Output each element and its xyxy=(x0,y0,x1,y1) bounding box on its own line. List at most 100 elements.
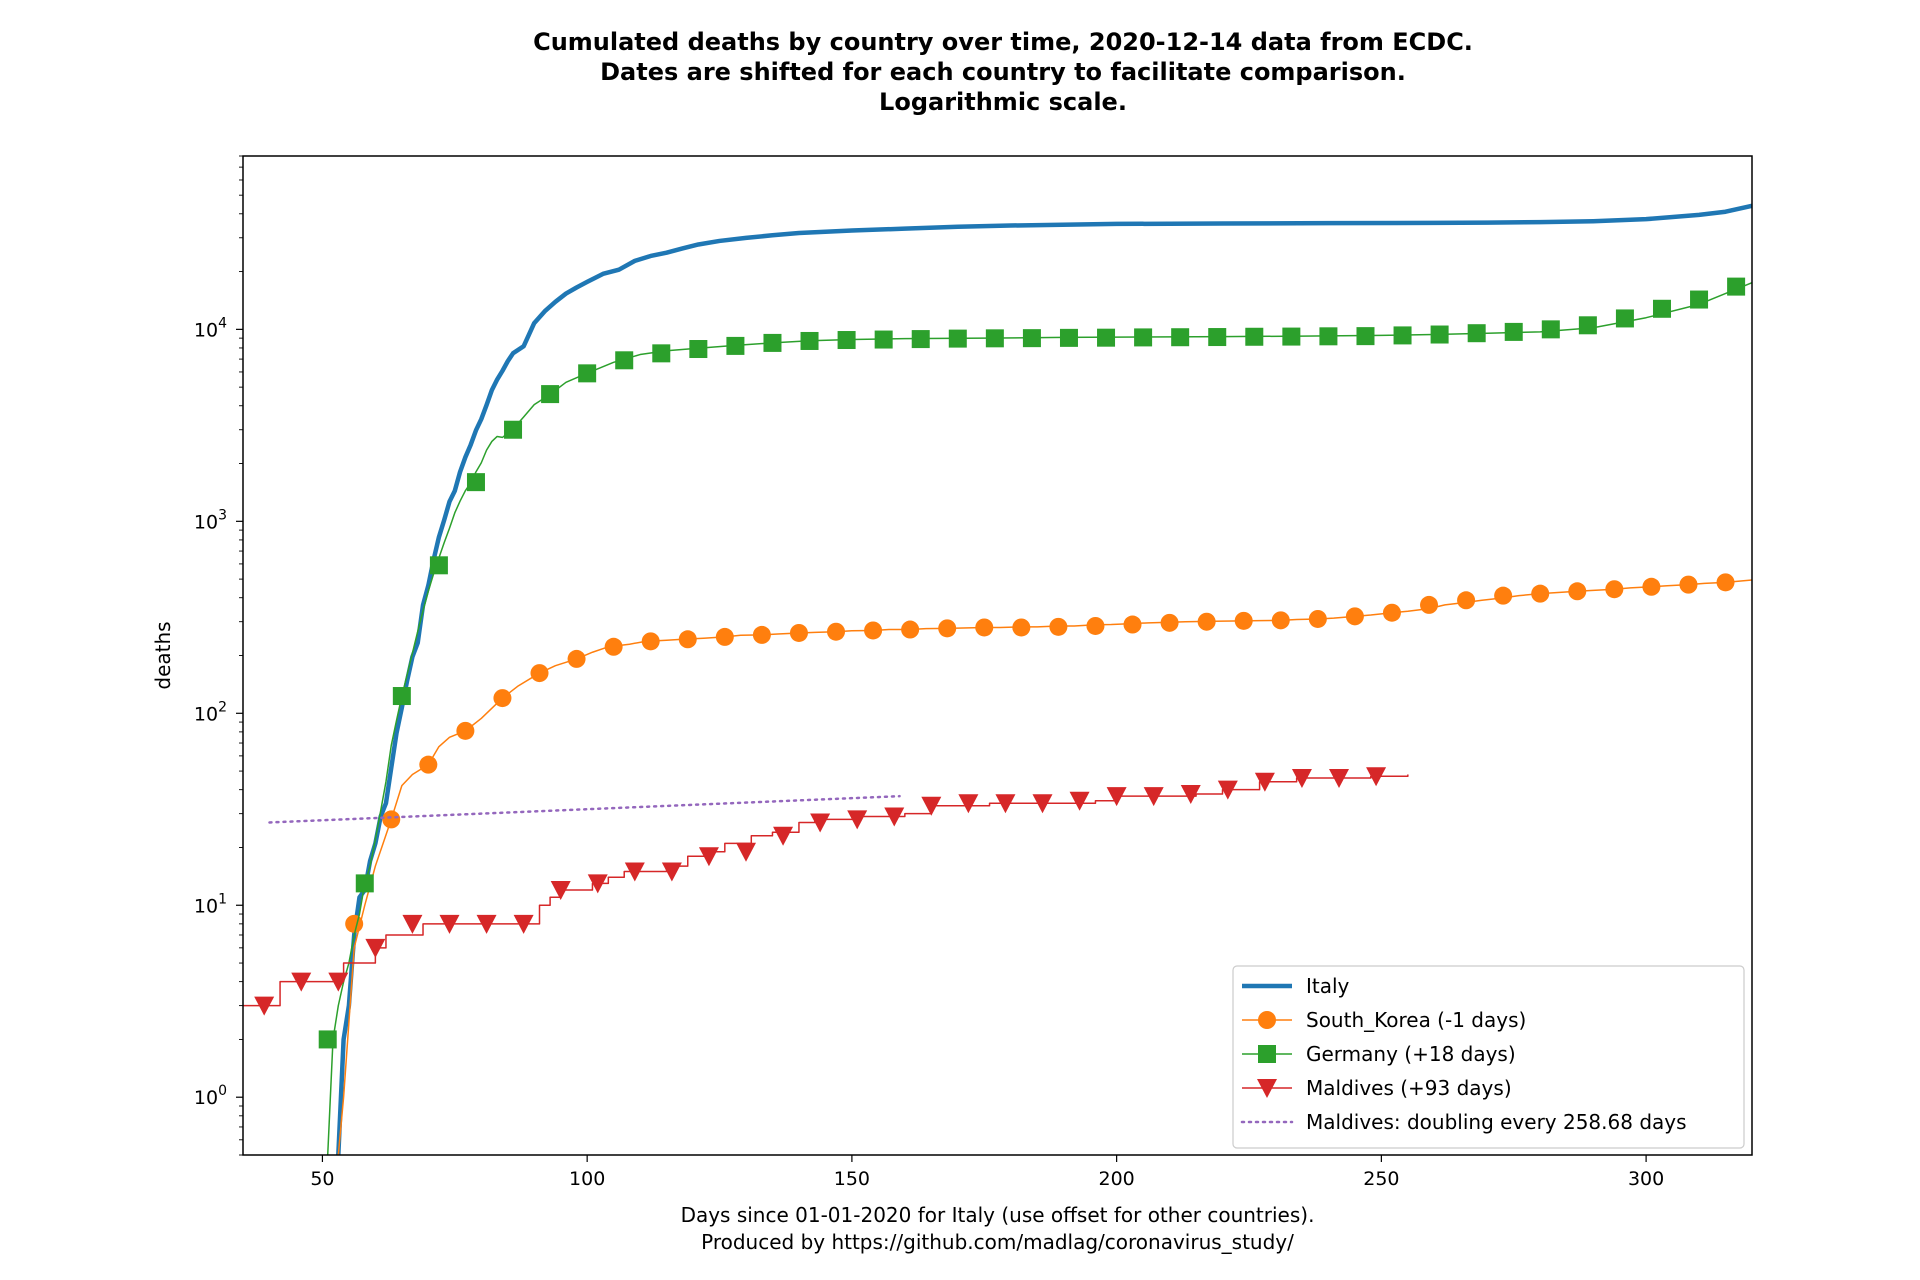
series-layer xyxy=(243,203,1752,1155)
data-point xyxy=(1271,611,1290,630)
data-point xyxy=(715,627,734,646)
data-point xyxy=(530,664,549,683)
data-point xyxy=(456,721,475,740)
y-tick-label: 100 xyxy=(194,1083,227,1109)
data-point xyxy=(800,331,819,350)
data-point xyxy=(837,331,856,350)
y-axis-label: deaths xyxy=(151,621,175,689)
data-point xyxy=(382,810,401,829)
data-point xyxy=(938,619,957,638)
data-point xyxy=(365,938,386,958)
data-point xyxy=(1143,787,1164,807)
data-point xyxy=(1382,603,1401,622)
data-point xyxy=(392,687,411,706)
series-1 xyxy=(337,573,1752,1155)
legend-entry: Maldives (+93 days) xyxy=(1242,1076,1512,1100)
data-point xyxy=(1097,328,1116,347)
data-point xyxy=(1069,791,1090,811)
y-axis: 100 101 102 103 104 xyxy=(194,155,243,1156)
data-point xyxy=(615,351,634,370)
data-point xyxy=(604,637,623,656)
legend-label: Maldives: doubling every 258.68 days xyxy=(1306,1110,1687,1134)
data-point xyxy=(884,807,905,827)
data-point xyxy=(1208,328,1227,347)
legend-label: South_Korea (-1 days) xyxy=(1306,1008,1526,1032)
series-line xyxy=(326,282,1752,1155)
x-tick-label: 150 xyxy=(834,1168,870,1190)
data-point xyxy=(1345,607,1364,626)
data-point xyxy=(1467,324,1486,343)
legend-marker xyxy=(1258,1011,1276,1029)
data-point xyxy=(1727,277,1746,296)
data-point xyxy=(318,1030,337,1049)
data-point xyxy=(402,914,423,934)
x-tick-label: 300 xyxy=(1628,1168,1664,1190)
chart-title-line-3: Logarithmic scale. xyxy=(879,88,1127,116)
data-point xyxy=(752,625,771,644)
data-point xyxy=(689,340,708,359)
data-point xyxy=(1494,586,1513,605)
data-point xyxy=(1106,787,1127,807)
data-point xyxy=(1032,794,1053,814)
x-tick-label: 100 xyxy=(569,1168,605,1190)
data-point xyxy=(1679,575,1698,594)
x-axis-label-line-1: Days since 01-01-2020 for Italy (use off… xyxy=(681,1203,1315,1227)
data-point xyxy=(1171,328,1190,347)
data-point xyxy=(1642,577,1661,596)
x-axis-label-line-2: Produced by https://github.com/madlag/co… xyxy=(701,1230,1294,1254)
data-point xyxy=(726,336,745,355)
data-point xyxy=(1329,769,1350,789)
legend-marker xyxy=(1257,1079,1277,1098)
data-point xyxy=(1356,327,1375,346)
legend-entry: South_Korea (-1 days) xyxy=(1242,1008,1526,1032)
data-point xyxy=(1180,784,1201,804)
data-point xyxy=(513,914,534,934)
data-point xyxy=(652,344,671,363)
data-point xyxy=(1430,325,1449,344)
data-point xyxy=(504,420,523,439)
data-point xyxy=(958,794,979,814)
legend-label: Maldives (+93 days) xyxy=(1306,1076,1512,1100)
data-point xyxy=(1457,591,1476,610)
data-point xyxy=(1366,767,1387,787)
chart-title-line-1: Cumulated deaths by country over time, 2… xyxy=(533,28,1473,56)
x-tick-label: 200 xyxy=(1098,1168,1134,1190)
legend-label: Germany (+18 days) xyxy=(1306,1042,1516,1066)
data-point xyxy=(1716,573,1735,592)
data-point xyxy=(1504,322,1523,341)
data-point xyxy=(827,622,846,641)
data-point xyxy=(911,330,930,349)
data-point xyxy=(1022,329,1041,348)
data-point xyxy=(736,842,756,862)
data-point xyxy=(773,826,794,846)
data-point xyxy=(578,364,597,383)
data-point xyxy=(1568,582,1587,601)
data-point xyxy=(874,330,893,349)
data-point xyxy=(1049,617,1068,636)
data-point xyxy=(355,874,374,893)
legend-marker xyxy=(1258,1045,1276,1063)
data-point xyxy=(1531,584,1550,603)
data-point xyxy=(1652,299,1671,318)
data-point xyxy=(1291,769,1312,789)
series-2 xyxy=(318,277,1752,1155)
data-point xyxy=(1086,616,1105,635)
data-point xyxy=(975,618,994,637)
data-point xyxy=(1541,320,1560,339)
data-point xyxy=(439,914,460,934)
data-point xyxy=(1059,328,1078,347)
data-point xyxy=(567,649,586,668)
x-axis: 50 100 150 200 250 300 xyxy=(310,1155,1664,1190)
data-point xyxy=(1197,612,1216,631)
data-point xyxy=(901,620,920,639)
legend-entry: Germany (+18 days) xyxy=(1242,1042,1516,1066)
data-point xyxy=(1393,326,1412,345)
data-point xyxy=(661,862,682,882)
data-point xyxy=(345,914,364,933)
data-point xyxy=(698,847,719,867)
series-line xyxy=(268,794,901,824)
data-point xyxy=(624,862,645,882)
data-point xyxy=(493,689,512,708)
